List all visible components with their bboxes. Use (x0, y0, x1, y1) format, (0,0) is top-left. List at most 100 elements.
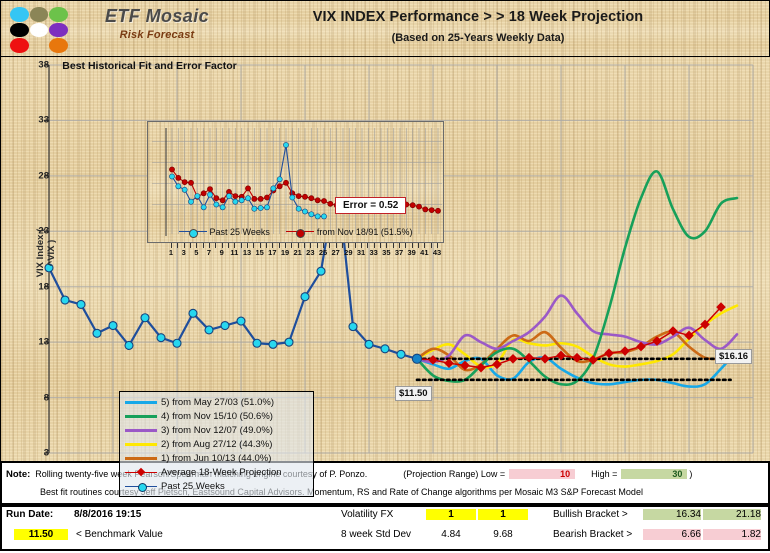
inset-tick (405, 243, 407, 248)
legend-swatch (124, 451, 158, 465)
y-tick-8: 8 (43, 392, 49, 404)
inset-tick (380, 243, 381, 248)
benchmark-note: < Benchmark Value (76, 529, 163, 540)
inset-tick (348, 243, 350, 248)
legend-item-2[interactable]: 3) from Nov 12/07 (49.0%) (124, 423, 309, 437)
legend-label: 4) from Nov 15/10 (50.6%) (161, 410, 273, 422)
inset-tick (190, 243, 191, 248)
page-title: VIX INDEX Performance > > 18 Week Projec… (312, 9, 644, 25)
std-dev-label: 8 week Std Dev (341, 529, 412, 540)
inset-tick (304, 243, 305, 248)
legend-item-3[interactable]: 2) from Aug 27/12 (44.3%) (124, 437, 309, 451)
logo-dot-1 (29, 7, 49, 22)
brand-tagline: Risk Forecast (119, 29, 195, 41)
inset-tick (367, 243, 369, 248)
inset-x-tick-19: 19 (280, 248, 290, 257)
projection-range-suffix: ) (689, 469, 693, 479)
logo-dot-7 (30, 38, 49, 53)
inset-tick (240, 243, 242, 248)
inset-tick (418, 243, 419, 248)
inset-legend: Past 25 Weeks from Nov 18/91 (51.5%) (153, 224, 438, 240)
projection-range-high: 30 (621, 469, 688, 479)
inset-tick (437, 243, 438, 248)
notes-label: Note: (6, 468, 31, 480)
legend-swatch (124, 423, 158, 437)
inset-tick (259, 243, 261, 248)
inset-tick (253, 243, 255, 248)
projection-range-high-label: High = (591, 469, 618, 479)
inset-tick-marks (147, 243, 444, 248)
inset-legend-item-1: from Nov 18/91 (51.5%) (285, 227, 413, 238)
inset-x-tick-43: 43 (432, 248, 442, 257)
inset-tick (399, 243, 400, 248)
notes-row-2: Best fit routines courtesy Jeff Pietsch,… (6, 483, 764, 501)
inset-x-tick-29: 29 (344, 248, 353, 257)
legend-swatch (124, 437, 158, 451)
inset-tick (291, 243, 293, 248)
legend-item-4[interactable]: 1) from Jun 10/13 (44.0%) (124, 451, 309, 465)
projection-end-callout: $16.16 (715, 349, 753, 364)
footer-row-2: 11.50 < Benchmark Value 8 week Std Dev 4… (2, 529, 768, 549)
inset-tick (234, 243, 236, 248)
logo-dot-4 (29, 22, 49, 38)
page-subtitle: (Based on 25-Years Weekly Data) (391, 32, 565, 44)
inset-chart (147, 121, 444, 243)
legend-item-1[interactable]: 4) from Nov 15/10 (50.6%) (124, 409, 309, 423)
series-legend[interactable]: 5) from May 27/03 (51.0%) 4) from Nov 15/… (119, 391, 314, 497)
inset-tick (424, 243, 426, 248)
bearish-bracket-b: 1.82 (703, 529, 761, 540)
inset-x-tick-9: 9 (219, 248, 224, 257)
y-tick-33: 33 (38, 114, 49, 126)
inset-chart-canvas (152, 128, 442, 236)
logo-dot-2 (49, 7, 68, 22)
y-tick-28: 28 (38, 170, 49, 182)
inset-tick (430, 243, 432, 248)
inset-tick (411, 243, 413, 248)
legend-item-5[interactable]: Average 18-Week Projection (124, 465, 309, 479)
notes-text-2: Best fit routines courtesy Jeff Pietsch,… (40, 487, 643, 497)
chart-plot-area: 38 33 28 23 18 13 8 3 VIX Index ( ^VIX ) Best H… (0, 57, 770, 497)
inset-x-tick-31: 31 (356, 248, 366, 257)
inset-x-tick-21: 21 (293, 248, 302, 257)
inset-tick (221, 243, 223, 248)
inset-legend-label: from Nov 18/91 (51.5%) (316, 227, 413, 237)
inset-tick (278, 243, 280, 248)
inset-tick (310, 243, 312, 248)
legend-label: Average 18-Week Projection (161, 466, 282, 478)
run-date-value: 8/8/2016 19:15 (74, 509, 142, 520)
inset-tick (285, 243, 286, 248)
volatility-fx-label: Volatility FX (341, 509, 394, 520)
inset-tick (323, 243, 324, 248)
inset-tick (342, 243, 343, 248)
volatility-fx-a: 1 (426, 509, 476, 520)
projection-range-low: 10 (509, 469, 576, 479)
y-tick-23: 23 (38, 225, 49, 237)
y-axis: 38 33 28 23 18 13 8 3 (19, 57, 49, 461)
y-tick-18: 18 (38, 281, 49, 293)
inset-legend-item-0: Past 25 Weeks (178, 227, 270, 238)
inset-x-tick-37: 37 (394, 248, 404, 257)
logo-dot-0 (10, 7, 29, 22)
notes-block: Note: Rolling twenty-five week Pearson/S… (0, 461, 770, 505)
inset-tick (373, 243, 375, 248)
y-tick-3: 3 (43, 447, 49, 459)
projection-range-label: (Projection Range) Low = (403, 469, 506, 479)
inset-tick (386, 243, 388, 248)
legend-label: 3) from Nov 12/07 (49.0%) (161, 424, 273, 436)
legend-item-0[interactable]: 5) from May 27/03 (51.0%) (124, 395, 309, 409)
inset-x-tick-25: 25 (318, 248, 328, 257)
inset-x-tick-41: 41 (420, 248, 429, 257)
inset-x-tick-11: 11 (230, 248, 239, 257)
std-dev-a: 4.84 (441, 529, 461, 540)
bullish-bracket-a: 16.34 (643, 509, 701, 520)
error-factor-box: Error = 0.52 (335, 197, 407, 214)
inset-x-tick-15: 15 (255, 248, 264, 257)
inset-tick (297, 243, 299, 248)
inset-tick (361, 243, 362, 248)
bearish-bracket-a: 6.66 (643, 529, 701, 540)
legend-item-6[interactable]: Past 25 Weeks (124, 479, 309, 493)
inset-x-tick-7: 7 (206, 248, 212, 257)
logo-dot-8 (49, 38, 68, 53)
inset-x-tick-23: 23 (306, 248, 315, 257)
